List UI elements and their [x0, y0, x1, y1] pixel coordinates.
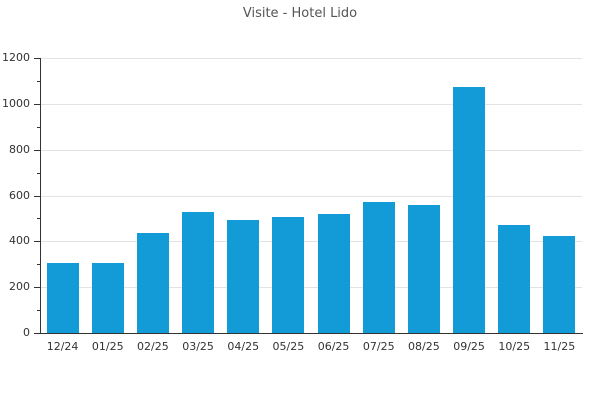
- y-gridline: [40, 195, 582, 197]
- y-axis-tick: [34, 195, 40, 197]
- y-axis-minor-tick: [37, 172, 40, 174]
- x-axis-line: [40, 333, 583, 334]
- y-axis-tick-label: 600: [9, 188, 30, 202]
- y-gridline: [40, 287, 582, 289]
- bar: [182, 211, 215, 333]
- x-axis-tick-label: 02/25: [137, 340, 169, 353]
- bar: [317, 213, 350, 333]
- x-axis-tick-label: 12/24: [46, 340, 79, 353]
- y-axis-minor-tick: [37, 218, 40, 220]
- chart-title: Visite - Hotel Lido: [242, 6, 358, 21]
- y-gridline: [40, 58, 582, 59]
- y-axis-tick-label: 200: [9, 280, 30, 294]
- x-axis-tick-label: 03/25: [182, 340, 214, 353]
- y-gridline: [40, 149, 582, 151]
- y-axis-tick: [34, 333, 40, 334]
- y-axis-minor-tick: [37, 310, 40, 312]
- y-axis-tick: [34, 287, 40, 289]
- x-axis-tick-label: 10/25: [498, 340, 531, 353]
- y-axis-tick-label: 800: [9, 142, 30, 156]
- y-axis-tick: [34, 103, 40, 105]
- bar: [453, 86, 486, 333]
- y-axis-tick-label: 1200: [2, 51, 30, 64]
- y-axis-minor-tick: [37, 126, 40, 128]
- y-axis-tick: [34, 149, 40, 151]
- bar: [227, 219, 260, 333]
- y-axis-tick: [34, 58, 40, 59]
- y-axis-tick-label: 400: [9, 234, 30, 248]
- x-axis-tick-label: 04/25: [227, 340, 260, 353]
- y-axis-tick-label: 1000: [2, 96, 30, 110]
- bar: [91, 263, 124, 333]
- bar: [543, 235, 576, 333]
- x-axis-tick-label: 07/25: [362, 340, 395, 353]
- y-gridline: [40, 241, 582, 243]
- bar: [46, 263, 79, 333]
- bar: [136, 233, 169, 333]
- x-axis-tick-label: 01/25: [91, 340, 124, 353]
- bar: [407, 204, 440, 333]
- y-axis-minor-tick: [37, 264, 40, 266]
- x-axis-tick-label: 08/25: [408, 340, 440, 353]
- bar: [272, 217, 305, 333]
- x-axis-tick-label: 09/25: [453, 340, 485, 353]
- y-axis-tick-label: 0: [23, 326, 30, 339]
- x-axis-tick-label: 06/25: [317, 340, 350, 353]
- bar: [362, 202, 395, 333]
- bar: [498, 225, 531, 333]
- x-axis-tick-label: 11/25: [543, 340, 576, 353]
- y-axis-minor-tick: [37, 80, 40, 82]
- y-axis-tick: [34, 241, 40, 243]
- y-gridline: [40, 103, 582, 105]
- y-axis-line: [40, 58, 41, 333]
- x-axis-tick-label: 05/25: [272, 340, 305, 353]
